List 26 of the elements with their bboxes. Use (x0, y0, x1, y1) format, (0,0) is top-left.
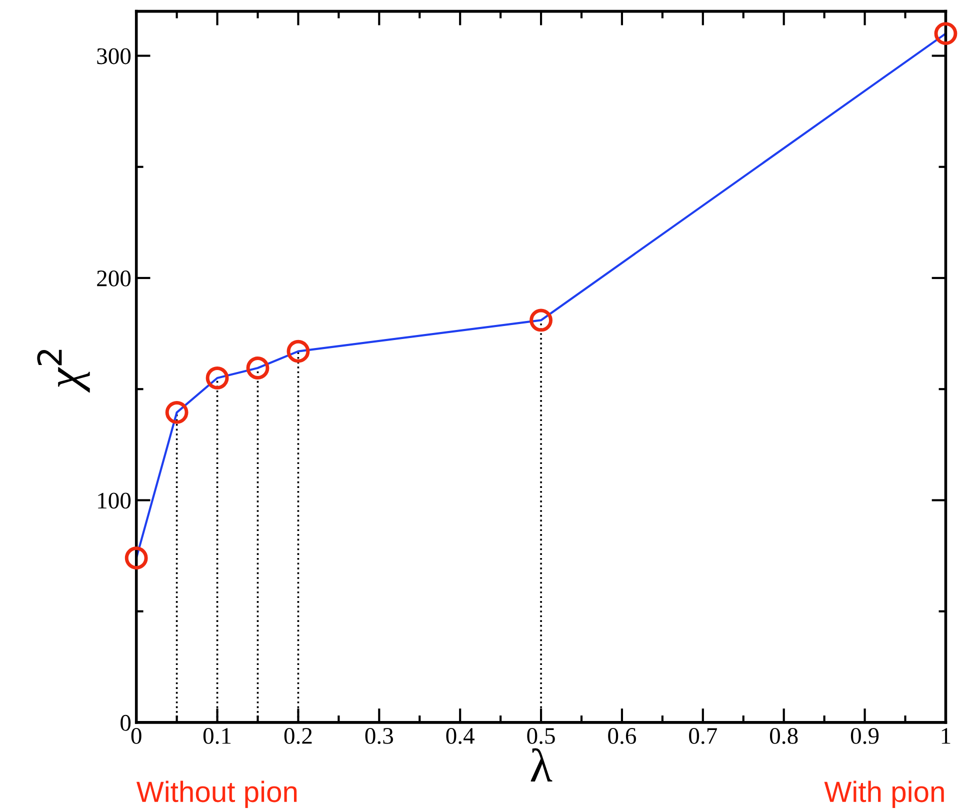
x-tick-label: 0.3 (365, 728, 393, 744)
y-tick-label: 0 (120, 714, 131, 731)
point (165, 400, 188, 424)
point (934, 22, 958, 46)
x-axis-title: λ (530, 748, 552, 782)
point (206, 366, 229, 390)
y-tick-label: 300 (97, 48, 131, 64)
y-axis-title: χ$^{2}$ (37, 350, 90, 393)
x-tick-label: 0.5 (527, 728, 555, 744)
x-tick-label: 0 (131, 728, 142, 744)
point (246, 356, 270, 380)
text: With pion (824, 780, 944, 808)
point (286, 340, 310, 363)
y-tick-label: 200 (97, 270, 131, 286)
point (124, 546, 148, 570)
text: Without pion (136, 780, 297, 808)
point (530, 308, 552, 332)
x-tick-label: 0.9 (850, 728, 879, 744)
y-tick-label: 100 (98, 492, 131, 509)
x-tick-label: 0.4 (446, 728, 474, 744)
x-tick-label: 0.6 (608, 728, 636, 744)
x-tick-label: 0.2 (284, 728, 312, 744)
x-tick-label: 0.7 (689, 728, 717, 744)
x-tick-label: 0.8 (770, 728, 798, 744)
x-tick-label: 1 (942, 728, 950, 744)
x-tick-label: 0.1 (203, 728, 231, 744)
